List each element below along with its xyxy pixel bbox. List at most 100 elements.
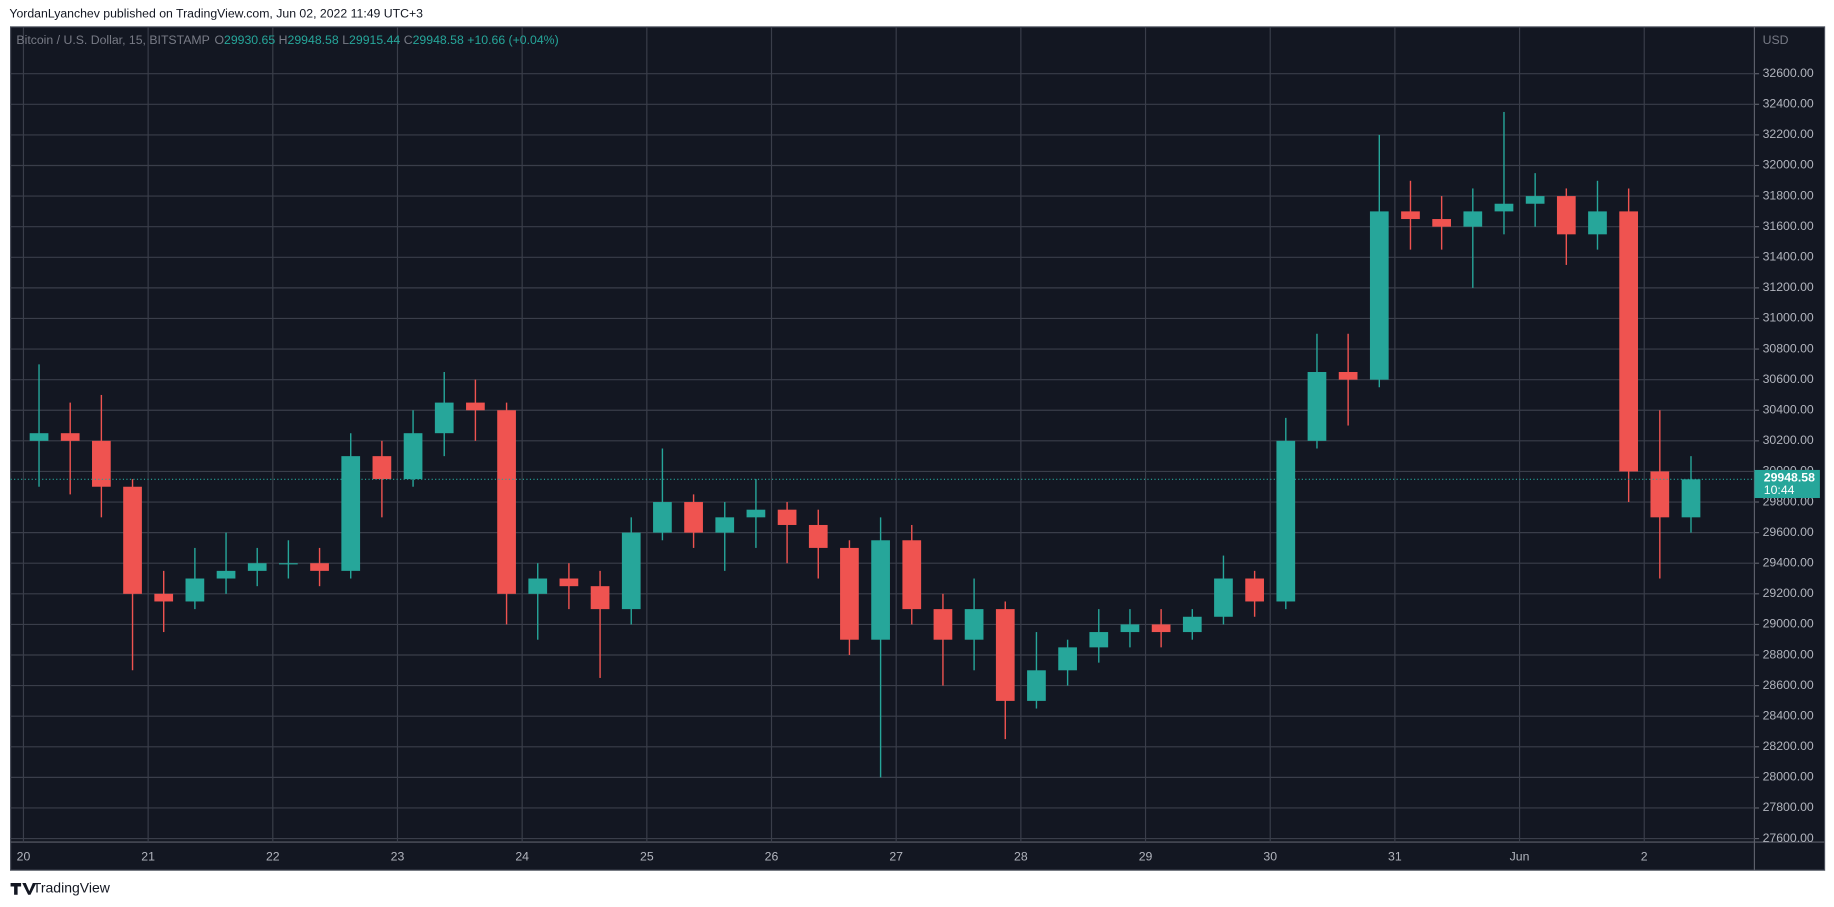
candle-body (1276, 440, 1296, 602)
candle-body (902, 540, 922, 610)
ohlc-value: 29948.58 (288, 33, 339, 47)
candle-body (1027, 670, 1046, 701)
candle-body (559, 578, 579, 587)
candle-body (185, 578, 205, 602)
candle-body (840, 547, 859, 640)
candle-body (123, 486, 142, 594)
candle-body (310, 563, 329, 571)
candle-body (1058, 647, 1077, 671)
candle-body (1650, 471, 1670, 518)
candle-body (715, 517, 735, 533)
candle-body (1494, 203, 1514, 212)
x-tick-label: 26 (765, 850, 779, 864)
y-tick-label: 29600.00 (1763, 525, 1814, 539)
candle-body (1401, 211, 1420, 220)
y-tick-label: 28400.00 (1763, 708, 1814, 722)
candle-body (1338, 372, 1358, 380)
candle-body (995, 609, 1015, 701)
x-tick-label: 23 (391, 850, 405, 864)
candle-body (1588, 211, 1607, 235)
y-tick-label: 29000.00 (1763, 617, 1814, 631)
y-tick-label: 30400.00 (1763, 402, 1814, 416)
x-tick-label: 29 (1139, 850, 1153, 864)
y-tick-label: 31600.00 (1763, 219, 1814, 233)
y-tick-label: 27800.00 (1763, 800, 1814, 814)
change: +10.66 (+0.04%) (467, 33, 558, 47)
candle-body (1432, 219, 1451, 227)
candle-body (808, 524, 828, 548)
candle-body (154, 593, 174, 602)
candle-body (466, 402, 485, 411)
candle-body (1151, 624, 1171, 633)
x-tick-label: 31 (1388, 850, 1402, 864)
candle-body (1619, 211, 1639, 472)
ohlc-value: 29930.65 (224, 33, 275, 47)
candle-body (372, 456, 392, 480)
candle-body (777, 509, 797, 525)
candle-body (1089, 632, 1109, 648)
x-tick-label: 20 (17, 850, 31, 864)
ohlc-key: L (342, 33, 349, 47)
y-tick-label: 30200.00 (1763, 433, 1814, 447)
candle-body (590, 586, 610, 610)
tradingview-logo (10, 883, 37, 895)
currency-label: USD (1763, 33, 1789, 47)
candle-body (216, 570, 236, 579)
candle-body (60, 433, 80, 441)
last-price-box (1754, 469, 1820, 499)
candle-body (1463, 211, 1483, 227)
candle-body (279, 563, 298, 565)
y-tick-label: 32000.00 (1763, 158, 1814, 172)
y-tick-label: 32600.00 (1763, 66, 1814, 80)
candle-body (684, 502, 703, 533)
candle-body (434, 402, 454, 434)
chart-pane (10, 26, 1826, 871)
candle-body (1120, 624, 1140, 633)
x-tick-label: 21 (141, 850, 155, 864)
last-price-label: 29948.58 (1764, 470, 1815, 484)
y-tick-label: 29200.00 (1763, 586, 1814, 600)
candle-body (403, 433, 423, 480)
candle-body (1525, 196, 1545, 204)
publisher-header: YordanLyanchev published on TradingView.… (9, 6, 423, 20)
candle-body (1214, 578, 1233, 617)
candle-body (1681, 479, 1701, 518)
candle-body (1245, 578, 1264, 602)
y-tick-label: 28000.00 (1763, 770, 1814, 784)
candle-body (528, 578, 548, 594)
y-tick-label: 27600.00 (1763, 831, 1814, 845)
candle-body (92, 440, 111, 487)
candle-body (746, 509, 766, 518)
countdown-label: 10:44 (1764, 483, 1795, 497)
x-tick-label: 22 (266, 850, 280, 864)
candle-body (1182, 616, 1202, 633)
y-tick-label: 28800.00 (1763, 647, 1814, 661)
ohlc-value: 29948.58 (413, 33, 464, 47)
y-tick-label: 31400.00 (1763, 250, 1814, 264)
x-tick-label: 25 (640, 850, 654, 864)
x-tick-label: 28 (1014, 850, 1028, 864)
y-tick-label: 30600.00 (1763, 372, 1814, 386)
footer-brand: TradingView (33, 880, 111, 896)
x-tick-label: 27 (889, 850, 903, 864)
candle-body (1307, 372, 1327, 441)
x-tick-label: 24 (515, 850, 529, 864)
candle-body (653, 502, 672, 533)
y-tick-label: 28200.00 (1763, 739, 1814, 753)
y-tick-label: 29400.00 (1763, 555, 1814, 569)
candle-body (1369, 211, 1389, 380)
ohlc-key: O (214, 33, 224, 47)
y-tick-label: 32400.00 (1763, 97, 1814, 111)
candle-body (1556, 196, 1576, 235)
candle-body (497, 410, 516, 594)
y-tick-label: 32200.00 (1763, 127, 1814, 141)
ohlc-value: 29915.44 (349, 33, 400, 47)
ohlc-key: C (404, 33, 413, 47)
candle-body (341, 456, 361, 571)
y-tick-label: 28600.00 (1763, 678, 1814, 692)
y-tick-label: 31800.00 (1763, 188, 1814, 202)
y-tick-label: 31000.00 (1763, 311, 1814, 325)
symbol: Bitcoin / U.S. Dollar, 15, BITSTAMP (16, 33, 209, 47)
